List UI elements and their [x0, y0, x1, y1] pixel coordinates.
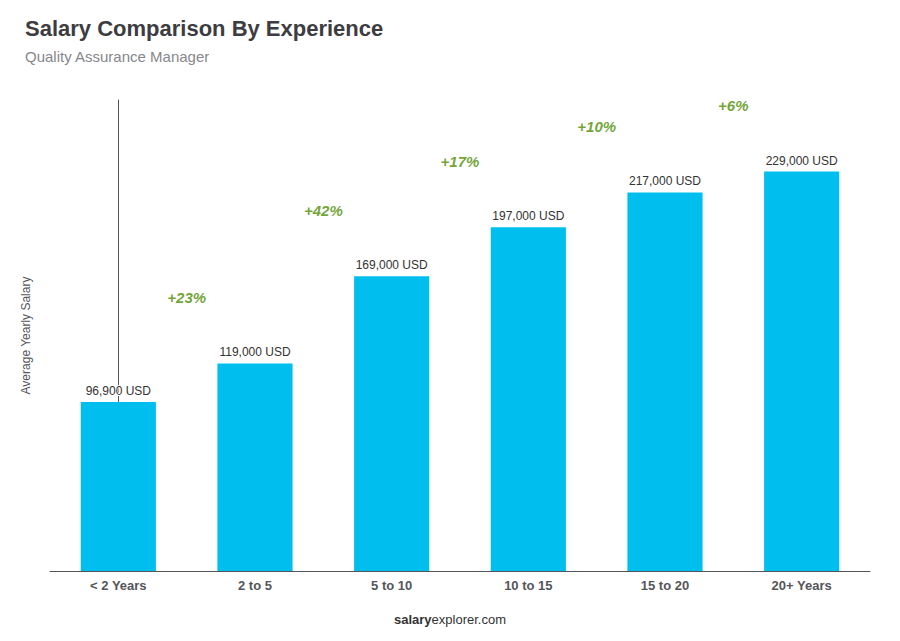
svg-text:2 to 5: 2 to 5	[238, 578, 272, 593]
svg-text:15 to 20: 15 to 20	[641, 578, 689, 593]
svg-text:229,000 USD: 229,000 USD	[766, 154, 838, 168]
svg-text:salary: salary	[394, 612, 432, 627]
svg-text:169,000 USD: 169,000 USD	[356, 258, 428, 272]
svg-text:+6%: +6%	[718, 97, 748, 114]
svg-text:+17%: +17%	[441, 153, 480, 170]
svg-text:Quality Assurance Manager: Quality Assurance Manager	[25, 48, 209, 65]
svg-text:+42%: +42%	[304, 202, 343, 219]
svg-text:217,000 USD: 217,000 USD	[629, 174, 701, 188]
svg-text:+10%: +10%	[577, 118, 616, 135]
svg-text:< 2 Years: < 2 Years	[90, 578, 147, 593]
svg-text:explorer.com: explorer.com	[432, 612, 506, 627]
svg-text:5 to 10: 5 to 10	[371, 578, 412, 593]
svg-text:Salary Comparison By Experienc: Salary Comparison By Experience	[25, 16, 383, 41]
svg-text:96,900 USD: 96,900 USD	[86, 384, 152, 398]
svg-text:10 to 15: 10 to 15	[504, 578, 552, 593]
svg-text:Average Yearly Salary: Average Yearly Salary	[19, 277, 33, 395]
svg-text:20+ Years: 20+ Years	[772, 578, 832, 593]
svg-text:+23%: +23%	[167, 289, 206, 306]
svg-text:197,000 USD: 197,000 USD	[492, 209, 564, 223]
svg-text:119,000 USD: 119,000 USD	[219, 345, 290, 359]
